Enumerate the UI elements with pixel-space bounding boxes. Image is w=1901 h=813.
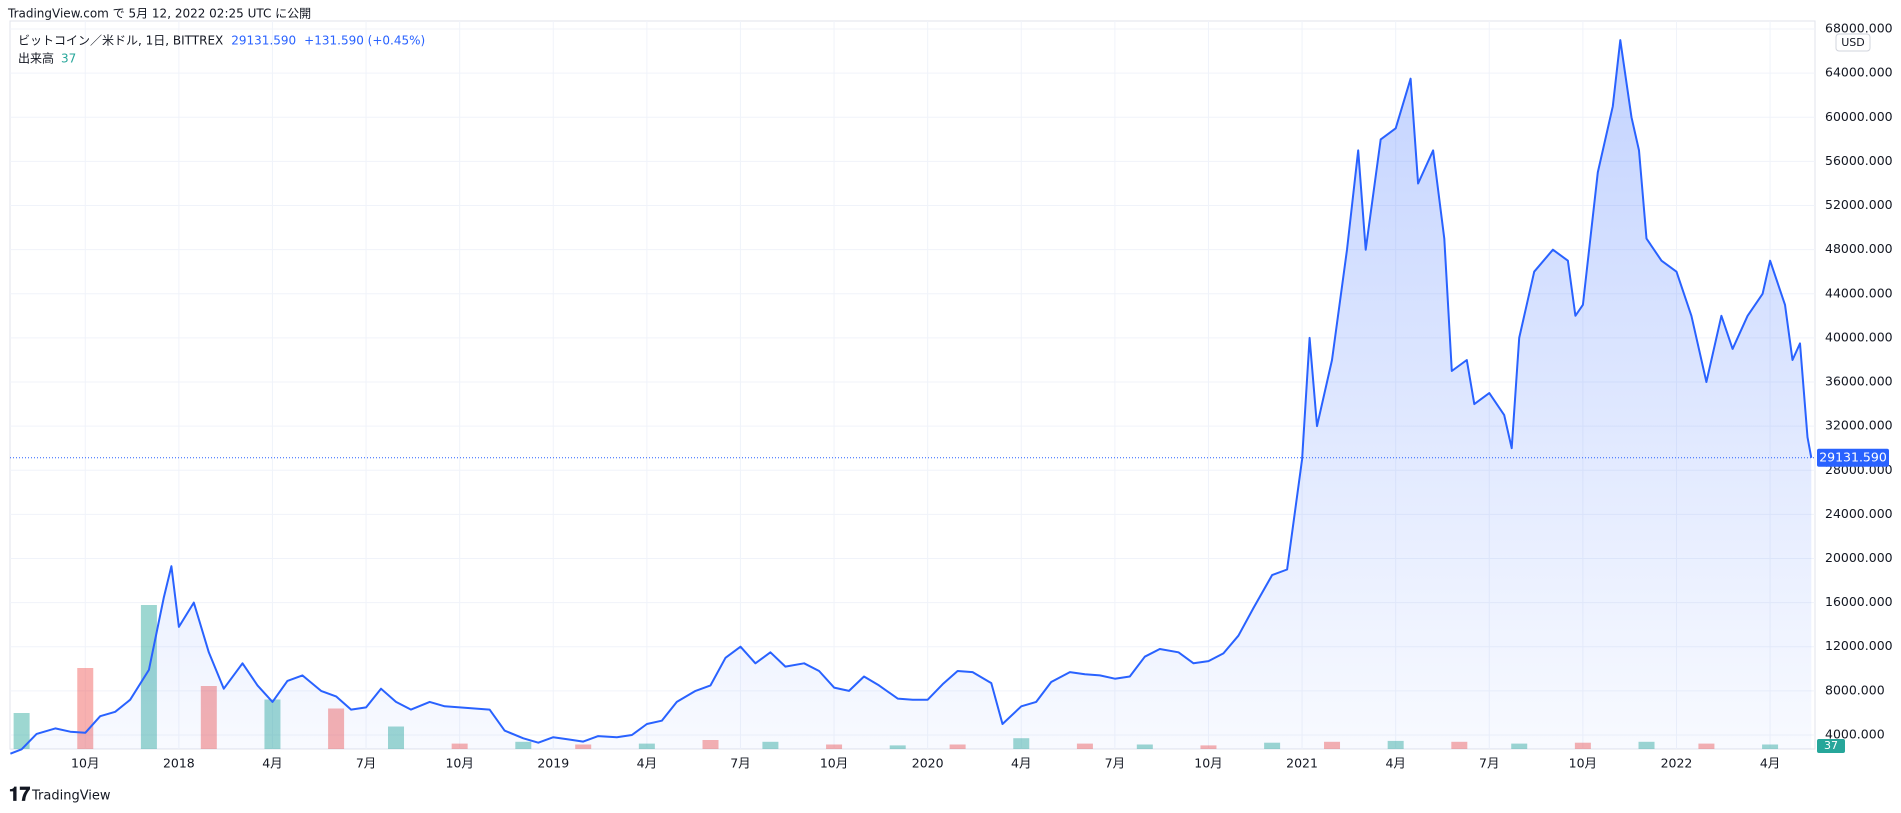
last-price-label: 29131.590 (1819, 449, 1887, 464)
x-tick-label: 4月 (262, 756, 282, 771)
logo-mark: 𝟏𝟕 (9, 784, 31, 806)
volume-title: 出来高 (18, 51, 54, 66)
x-tick-label: 7月 (1105, 756, 1125, 771)
y-tick-label: 20000.000 (1825, 550, 1893, 565)
price-area (10, 40, 1812, 754)
y-tick-label: 52000.000 (1825, 197, 1893, 212)
published-note: TradingView.com で 5月 12, 2022 02:25 UTC … (7, 7, 311, 21)
x-tick-label: 2019 (537, 756, 569, 771)
y-tick-label: 32000.000 (1825, 418, 1893, 433)
y-tick-label: 16000.000 (1825, 594, 1893, 609)
price-line (10, 39, 1813, 755)
x-tick-label: 2022 (1661, 756, 1693, 771)
x-tick-label: 10月 (1569, 756, 1597, 771)
last-price-box (1817, 448, 1889, 467)
x-tick-label: 10月 (71, 756, 99, 771)
y-tick-label: 48000.000 (1825, 241, 1893, 256)
x-tick-label: 10月 (820, 756, 848, 771)
last-price: 29131.590 (231, 34, 296, 48)
y-tick-label: 12000.000 (1825, 638, 1893, 653)
x-tick-label: 4月 (637, 756, 657, 771)
symbol-title: ビットコイン／米ドル, 1日, BITTREX (18, 34, 223, 48)
y-tick-label: 8000.000 (1825, 682, 1885, 697)
volume-bar (13, 713, 30, 749)
x-tick-label: 4月 (1385, 756, 1405, 771)
x-tick-label: 7月 (1479, 756, 1499, 771)
x-tick-label: 10月 (445, 756, 473, 771)
y-tick-label: 56000.000 (1825, 153, 1893, 168)
x-tick-label: 4月 (1011, 756, 1031, 771)
x-tick-label: 2021 (1286, 756, 1318, 771)
y-tick-label: 60000.000 (1825, 109, 1893, 124)
volume-current-box (1817, 739, 1845, 753)
x-tick-label: 10月 (1194, 756, 1222, 771)
y-tick-label: 68000.000 (1825, 21, 1893, 36)
x-tick-label: 2020 (912, 756, 944, 771)
y-tick-label: 44000.000 (1825, 285, 1893, 300)
y-tick-label: 36000.000 (1825, 374, 1893, 389)
x-tick-label: 4月 (1760, 756, 1780, 771)
y-tick-label: 4000.000 (1825, 726, 1885, 741)
y-tick-label: 24000.000 (1825, 506, 1893, 521)
x-tick-label: 7月 (356, 756, 376, 771)
price-change: +131.590 (+0.45%) (304, 34, 425, 48)
brand: TradingView (31, 789, 111, 804)
x-tick-label: 2018 (163, 756, 195, 771)
currency-label: USD (1841, 36, 1865, 49)
currency-box[interactable] (1835, 33, 1871, 52)
volume-current-label: 37 (1824, 739, 1838, 752)
y-tick-label: 40000.000 (1825, 329, 1893, 344)
x-tick-label: 7月 (730, 756, 750, 771)
volume-current: 37 (61, 52, 76, 66)
y-tick-label: 64000.000 (1825, 65, 1893, 80)
